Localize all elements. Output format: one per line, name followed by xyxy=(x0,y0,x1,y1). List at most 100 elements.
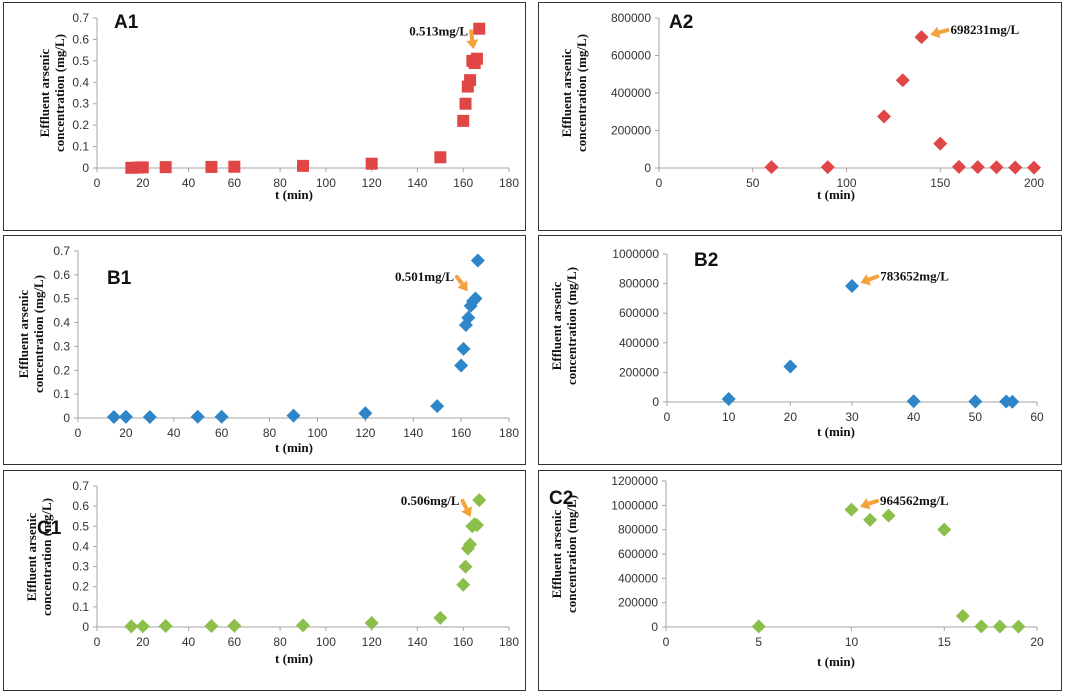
x-axis-title: t (min) xyxy=(275,187,313,202)
x-tick-label: 140 xyxy=(403,426,423,440)
x-tick-label: 20 xyxy=(136,176,150,190)
data-point xyxy=(464,74,477,87)
y-tick-label: 0.3 xyxy=(72,560,89,574)
y-tick-label: 800000 xyxy=(611,11,651,25)
data-point xyxy=(877,109,891,124)
x-tick-label: 80 xyxy=(273,176,287,190)
x-tick-label: 120 xyxy=(362,635,382,649)
x-tick-label: 40 xyxy=(907,410,921,424)
data-point xyxy=(468,291,483,306)
data-point xyxy=(461,310,476,325)
y-tick-label: 200000 xyxy=(618,596,658,610)
x-tick-label: 0 xyxy=(94,635,101,649)
x-axis-title: t (min) xyxy=(275,440,313,455)
data-point xyxy=(190,409,205,424)
annotation-label: 0.513mg/L xyxy=(409,23,468,38)
y-tick-label: 0.1 xyxy=(72,140,89,154)
y-tick-label: 0.5 xyxy=(72,519,89,533)
x-tick-label: 160 xyxy=(451,426,471,440)
y-axis-title-line1: Effluent arsenic xyxy=(549,510,564,599)
chart-A1: 0 20 40 60 80 100 120 140 160 180 0 0.1 0.2 0.3 0.4 0.5… xyxy=(37,11,519,202)
data-point xyxy=(1027,160,1041,175)
data-point xyxy=(844,502,859,517)
x-tick-label: 200 xyxy=(1024,176,1044,190)
data-point xyxy=(214,409,229,424)
y-axis-title-line2: concentration (mg/L) xyxy=(564,495,579,613)
y-tick-label: 0.2 xyxy=(72,118,89,132)
data-point xyxy=(906,394,921,409)
x-tick-label: 20 xyxy=(119,426,133,440)
data-point xyxy=(365,157,378,170)
y-tick-label: 0 xyxy=(652,395,659,409)
y-tick-label: 0.4 xyxy=(72,539,89,553)
data-point xyxy=(937,522,952,537)
data-point xyxy=(227,618,242,633)
data-point xyxy=(469,518,484,533)
y-axis-title-line2: concentration (mg/L) xyxy=(31,275,46,393)
data-point xyxy=(470,52,483,65)
chart-A2: 0 50 100 150 200 0 200000 400000 600000 800000 t (… xyxy=(559,11,1044,202)
data-point xyxy=(459,97,472,110)
data-point xyxy=(764,160,779,175)
data-point xyxy=(845,279,859,294)
data-point xyxy=(106,410,121,425)
y-axis-title-line1: Effluent arsenic xyxy=(559,49,574,138)
data-point xyxy=(933,136,948,151)
annotation-arrow-head xyxy=(461,506,472,518)
x-tick-label: 60 xyxy=(228,635,242,649)
annotation-arrow-head xyxy=(860,498,871,510)
x-tick-label: 5 xyxy=(755,635,762,649)
y-tick-label: 0.5 xyxy=(72,54,89,68)
data-point xyxy=(970,160,985,175)
data-point xyxy=(204,618,219,633)
x-tick-label: 100 xyxy=(836,176,856,190)
x-tick-label: 160 xyxy=(453,635,473,649)
data-point xyxy=(124,619,139,634)
x-axis-title: t (min) xyxy=(817,654,855,669)
y-tick-label: 0.4 xyxy=(72,75,89,89)
y-tick-label: 0.3 xyxy=(72,97,89,111)
data-point xyxy=(136,161,149,174)
data-point xyxy=(433,610,448,625)
y-tick-label: 0.4 xyxy=(53,316,70,330)
x-tick-label: 0 xyxy=(664,410,671,424)
y-tick-label: 0.3 xyxy=(53,339,70,353)
y-tick-label: 0.2 xyxy=(53,363,70,377)
y-tick-label: 0 xyxy=(651,620,658,634)
panel-label: A2 xyxy=(669,12,693,33)
panel-label: C1 xyxy=(37,518,62,539)
y-tick-label: 400000 xyxy=(618,571,658,585)
data-point xyxy=(1008,160,1023,175)
y-axis-title-line1: Effluent arsenic xyxy=(16,290,31,379)
x-tick-label: 180 xyxy=(499,176,519,190)
y-tick-label: 0.2 xyxy=(72,580,89,594)
annotation-arrow-head xyxy=(860,274,871,286)
x-tick-label: 50 xyxy=(746,176,760,190)
annotation-label: 698231mg/L xyxy=(951,22,1020,37)
panel-C2: 0 5 10 15 20 0 200000 400000 600000 800000 1000000… xyxy=(538,470,1062,691)
annotation-arrow-head xyxy=(466,39,479,50)
x-axis-title: t (min) xyxy=(817,424,855,439)
chart-C2: 0 5 10 15 20 0 200000 400000 600000 800000 1000000… xyxy=(549,474,1044,669)
data-point xyxy=(430,399,445,414)
y-tick-label: 400000 xyxy=(611,86,651,100)
x-tick-label: 20 xyxy=(784,410,798,424)
y-axis-title: Effluent arsenic concentration (mg/L) xyxy=(16,275,46,393)
x-tick-label: 120 xyxy=(355,426,375,440)
y-tick-label: 0 xyxy=(63,411,70,425)
x-tick-label: 80 xyxy=(273,635,287,649)
y-axis-title: Effluent arsenic concentration (mg/L) xyxy=(559,34,589,152)
y-tick-label: 0 xyxy=(644,161,651,175)
data-point xyxy=(881,508,896,523)
y-tick-label: 0.6 xyxy=(72,499,89,513)
x-tick-label: 60 xyxy=(215,426,229,440)
y-tick-label: 200000 xyxy=(619,365,659,379)
data-point xyxy=(989,160,1004,175)
data-point xyxy=(1005,394,1020,409)
y-tick-label: 800000 xyxy=(619,277,659,291)
x-tick-label: 20 xyxy=(136,635,150,649)
data-point xyxy=(454,358,469,373)
x-tick-label: 10 xyxy=(845,635,859,649)
data-point xyxy=(159,161,172,174)
x-tick-label: 150 xyxy=(930,176,950,190)
